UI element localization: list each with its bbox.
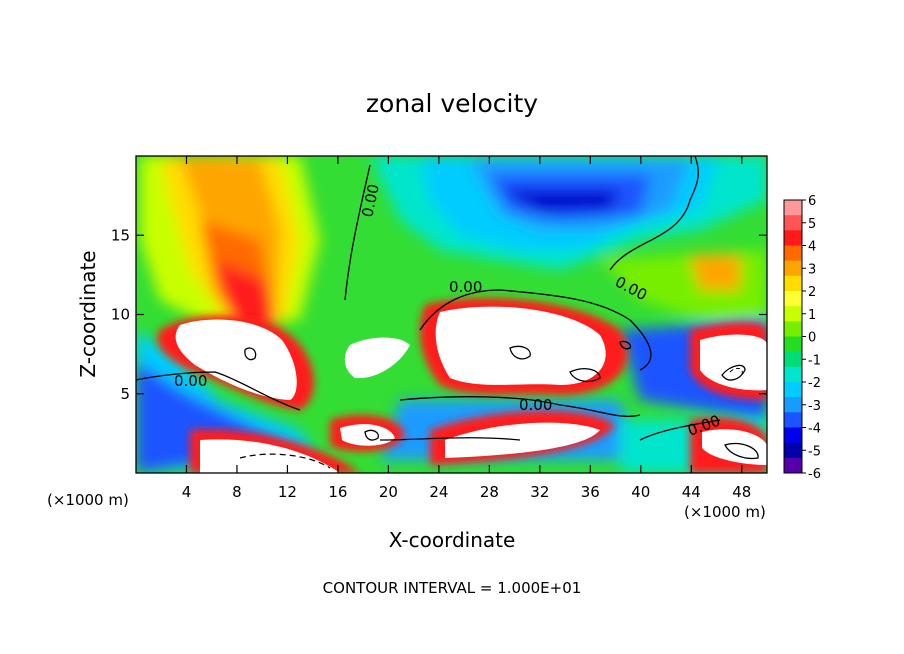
colorbar-tick-label: 3 [808,262,816,277]
colorbar-segment [784,427,802,444]
colorbar: 6 5 4 3 2 1 0 -1 -2 -3 -4 -5 -6 [783,194,821,482]
colorbar-tick-label: 5 [808,217,816,232]
chart-title: zonal velocity [366,89,538,118]
colorbar-tick-label: -3 [808,399,821,414]
colorbar-segment [784,260,802,277]
y-tick-label: 15 [111,226,130,244]
x-unit-left: (×1000 m) [47,491,129,509]
colorbar-segment [784,336,802,353]
colorbar-segment [784,306,802,322]
colorbar-segment [784,397,802,413]
colorbar-segment [784,351,802,368]
x-tick-label: 16 [328,483,347,501]
colorbar-segment [784,442,802,459]
colorbar-tick-label: -2 [808,376,821,391]
colorbar-tick-label: -5 [808,444,821,459]
x-tick-label: 20 [379,483,398,501]
y-axis-label: Z-coordinate [76,250,100,377]
colorbar-tick-label: 6 [808,194,816,209]
x-axis-label: X-coordinate [389,528,516,552]
colorbar-tick-label: -6 [808,467,821,482]
colorbar-segment [784,230,802,246]
colorbar-tick-label: -1 [808,353,821,368]
colorbar-segment [784,366,802,383]
colorbar-tick-label: 1 [808,308,816,323]
x-tick-label: 12 [278,483,297,501]
colorbar-tick-label: 0 [808,331,816,346]
colorbar-segment [784,321,802,337]
colorbar-segment [784,291,802,307]
y-tick-label: 10 [111,306,130,324]
contour-label: 0.00 [174,372,207,390]
y-tick-label: 5 [120,385,130,403]
x-tick-label: 36 [581,483,600,501]
x-unit-right: (×1000 m) [684,503,766,521]
x-tick-label: 32 [530,483,549,501]
x-tick-label: 28 [480,483,499,501]
contour-label: 0.00 [519,396,552,414]
x-tick-label: 4 [182,483,192,501]
heatmap-field [136,156,767,473]
colorbar-tick-label: 4 [808,240,816,255]
x-axis: 4 8 12 16 20 24 28 32 36 40 44 48 [182,156,751,501]
colorbar-segment [784,215,802,231]
colorbar-tick-label: -4 [808,422,821,437]
x-tick-label: 40 [631,483,650,501]
x-tick-label: 24 [429,483,448,501]
colorbar-tick-label: 2 [808,285,816,300]
y-axis: 5 10 15 [111,226,767,403]
x-tick-label: 48 [732,483,751,501]
contour-label: 0.00 [449,278,482,296]
contour-interval-note: CONTOUR INTERVAL = 1.000E+01 [323,579,582,597]
colorbar-segment [784,245,802,262]
x-tick-label: 8 [232,483,242,501]
colorbar-segment [784,200,802,216]
colorbar-segment [784,382,802,398]
x-tick-label: 44 [682,483,701,501]
colorbar-segment [784,412,802,428]
colorbar-segment [784,275,802,292]
colorbar-segment [784,457,802,474]
